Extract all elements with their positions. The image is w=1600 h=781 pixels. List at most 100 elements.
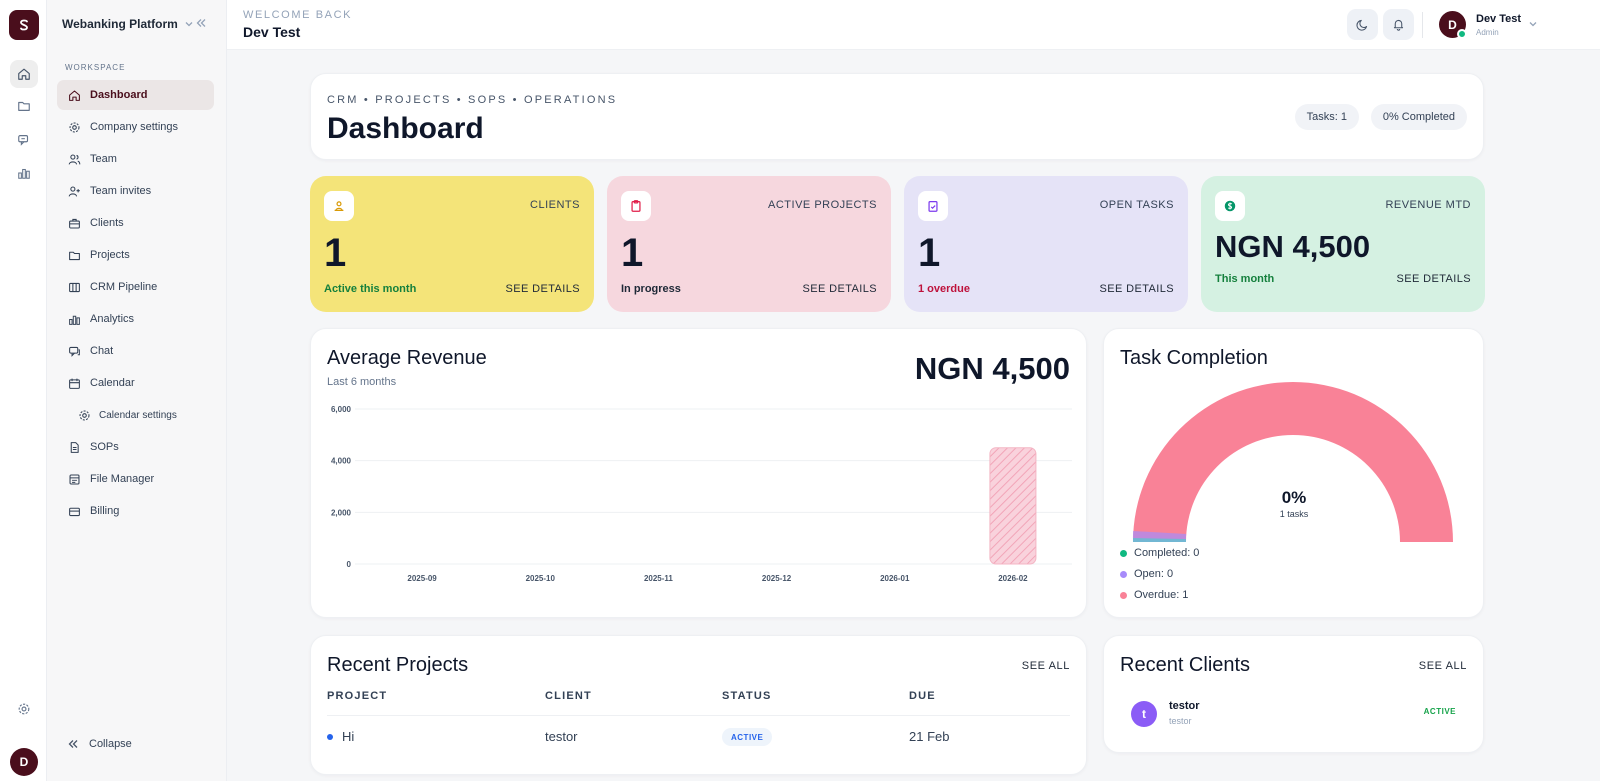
home-icon bbox=[18, 68, 30, 80]
legend-item: Open: 0 bbox=[1120, 568, 1173, 580]
recent-projects-card: Recent Projects SEE ALL PROJECT CLIENT S… bbox=[310, 635, 1087, 775]
chevrons-left-icon bbox=[196, 19, 206, 27]
online-status-dot bbox=[1457, 29, 1467, 39]
user-menu-name[interactable]: Dev Test bbox=[1476, 13, 1522, 25]
client-name: testor bbox=[1169, 700, 1200, 712]
sidebar-item-label: Billing bbox=[90, 505, 120, 517]
topbar-divider bbox=[1422, 12, 1423, 38]
sidebar-item-team-invites[interactable]: Team invites bbox=[57, 176, 214, 206]
y-tick-label: 2,000 bbox=[331, 508, 352, 517]
sidebar-item-projects[interactable]: Projects bbox=[57, 240, 214, 270]
sidebar-item-company-settings[interactable]: Company settings bbox=[57, 112, 214, 142]
sidebar-item-label: SOPs bbox=[90, 441, 119, 453]
sidebar-item-label: Calendar settings bbox=[99, 409, 177, 421]
user-menu-toggle[interactable] bbox=[1528, 19, 1538, 29]
rail-projects-button[interactable] bbox=[10, 92, 38, 120]
app-logo[interactable] bbox=[9, 10, 39, 40]
stat-label: OPEN TASKS bbox=[1099, 199, 1174, 211]
sidebar-item-dashboard[interactable]: Dashboard bbox=[57, 80, 214, 110]
revenue-title: Average Revenue bbox=[327, 347, 487, 369]
stat-subtext: This month bbox=[1215, 273, 1275, 285]
recent-clients-card: Recent Clients SEE ALL t testor testor A… bbox=[1103, 635, 1484, 753]
stat-subtext: In progress bbox=[621, 283, 681, 295]
clients-see-all-link[interactable]: SEE ALL bbox=[1418, 660, 1467, 672]
page-title: Dashboard bbox=[327, 112, 484, 145]
project-client: testor bbox=[545, 729, 578, 744]
rail-avatar[interactable]: D bbox=[10, 748, 38, 776]
chevron-down-icon bbox=[1529, 22, 1537, 27]
x-tick-label: 2026-01 bbox=[880, 574, 910, 583]
sidebar-item-chat[interactable]: Chat bbox=[57, 336, 214, 366]
sidebar-item-billing[interactable]: Billing bbox=[57, 496, 214, 526]
sidebar-item-calendar[interactable]: Calendar bbox=[57, 368, 214, 398]
calendar-icon bbox=[68, 377, 81, 390]
chat-icon bbox=[18, 135, 29, 146]
stat-label: ACTIVE PROJECTS bbox=[768, 199, 877, 211]
sidebar-item-file-manager[interactable]: File Manager bbox=[57, 464, 214, 494]
dollar-icon bbox=[1215, 191, 1245, 221]
clients-icon bbox=[324, 191, 354, 221]
file-manager-icon bbox=[68, 473, 81, 486]
legend-dot bbox=[1120, 570, 1127, 578]
y-tick-label: 4,000 bbox=[331, 457, 352, 466]
average-revenue-card: Average Revenue Last 6 months NGN 4,500 … bbox=[310, 328, 1087, 618]
welcome-user-name: Dev Test bbox=[243, 24, 301, 40]
client-status: ACTIVE bbox=[1423, 707, 1456, 716]
gear-icon bbox=[78, 409, 91, 422]
task-completion-card: Task Completion 0% 1 tasks Completed: 0 O… bbox=[1103, 328, 1484, 618]
chevron-down-icon bbox=[185, 22, 193, 27]
folder-icon bbox=[68, 249, 81, 262]
sidebar-item-label: Calendar bbox=[90, 377, 135, 389]
sidebar-item-clients[interactable]: Clients bbox=[57, 208, 214, 238]
breadcrumb: CRM • PROJECTS • SOPS • OPERATIONS bbox=[327, 94, 618, 106]
legend-item: Completed: 0 bbox=[1120, 547, 1199, 559]
notifications-button[interactable] bbox=[1383, 9, 1414, 40]
see-details-link[interactable]: SEE DETAILS bbox=[1396, 273, 1471, 285]
project-name[interactable]: Hi bbox=[342, 729, 355, 744]
columns-icon bbox=[68, 281, 81, 294]
stat-card-clients: CLIENTS 1 Active this month SEE DETAILS bbox=[310, 176, 594, 312]
workspace-switcher[interactable]: Webanking Platform bbox=[62, 17, 194, 31]
rail-settings-button[interactable] bbox=[10, 695, 38, 723]
rail-home-button[interactable] bbox=[10, 60, 38, 88]
rail-chat-button[interactable] bbox=[10, 126, 38, 154]
stat-label: CLIENTS bbox=[530, 199, 580, 211]
stat-label: REVENUE MTD bbox=[1385, 199, 1471, 211]
projects-see-all-link[interactable]: SEE ALL bbox=[1021, 660, 1070, 672]
revenue-subtitle: Last 6 months bbox=[327, 376, 397, 388]
sidebar-item-analytics[interactable]: Analytics bbox=[57, 304, 214, 334]
x-tick-label: 2025-12 bbox=[762, 574, 792, 583]
see-details-link[interactable]: SEE DETAILS bbox=[1099, 283, 1174, 295]
stat-subtext: 1 overdue bbox=[918, 283, 970, 295]
see-details-link[interactable]: SEE DETAILS bbox=[802, 283, 877, 295]
sidebar-item-crm-pipeline[interactable]: CRM Pipeline bbox=[57, 272, 214, 302]
sidebar-item-label: CRM Pipeline bbox=[90, 281, 158, 293]
x-tick-label: 2026-02 bbox=[998, 574, 1028, 583]
project-status-dot bbox=[327, 733, 333, 740]
sidebar-item-calendar-settings[interactable]: Calendar settings bbox=[57, 400, 214, 430]
brand-name: Webanking Platform bbox=[62, 17, 178, 31]
bar-chart-icon bbox=[18, 168, 30, 179]
chevrons-left-icon bbox=[68, 740, 78, 748]
rail-analytics-button[interactable] bbox=[10, 159, 38, 187]
collapse-button[interactable]: Collapse bbox=[67, 738, 132, 750]
gauge-center-value: 0% bbox=[1282, 488, 1307, 507]
bar-2026-02[interactable] bbox=[989, 447, 1037, 565]
chat-icon bbox=[68, 345, 81, 358]
theme-toggle-button[interactable] bbox=[1347, 9, 1378, 40]
logo-icon bbox=[20, 19, 28, 31]
sidebar-item-team[interactable]: Team bbox=[57, 144, 214, 174]
sidebar: Webanking Platform WORKSPACE Dashboard Co… bbox=[47, 0, 227, 781]
y-tick-label: 0 bbox=[347, 560, 352, 569]
bar-chart-icon bbox=[68, 313, 81, 326]
briefcase-icon bbox=[68, 217, 81, 230]
sidebar-item-sops[interactable]: SOPs bbox=[57, 432, 214, 462]
legend-label: Completed: 0 bbox=[1134, 547, 1200, 559]
task-gauge: 0% 1 tasks bbox=[1132, 382, 1453, 542]
collapse-sidebar-button[interactable] bbox=[195, 17, 207, 29]
see-details-link[interactable]: SEE DETAILS bbox=[505, 283, 580, 295]
sidebar-item-label: File Manager bbox=[90, 473, 155, 485]
clipboard-check-icon bbox=[918, 191, 948, 221]
icon-rail: D bbox=[0, 0, 47, 781]
user-avatar[interactable]: D bbox=[1439, 11, 1467, 39]
